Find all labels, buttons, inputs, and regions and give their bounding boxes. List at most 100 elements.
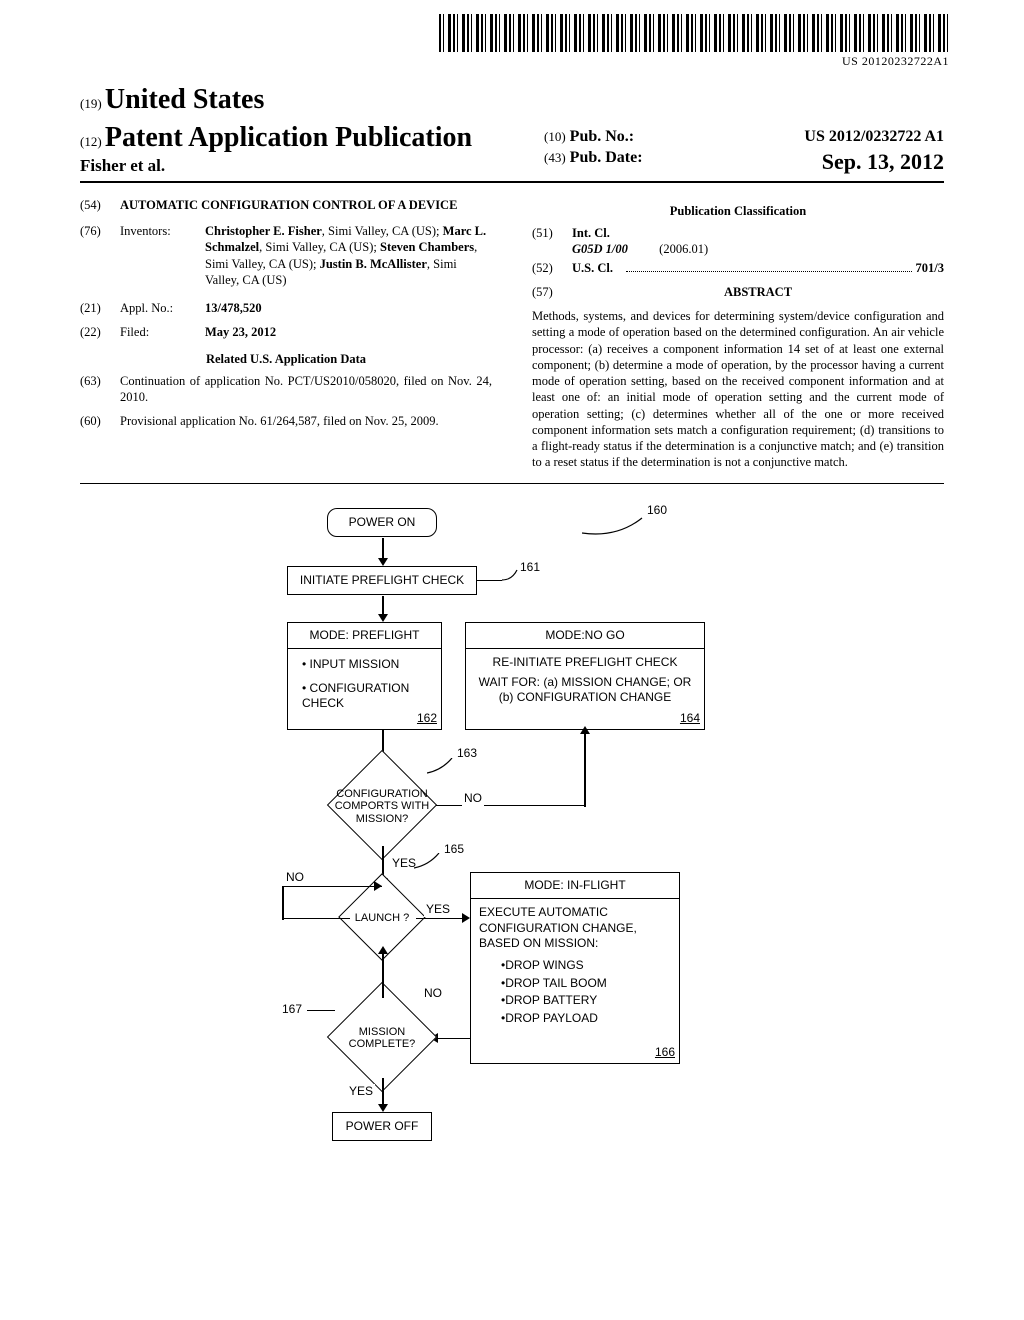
filed-label: Filed: (120, 324, 205, 340)
yes-label-2: YES (424, 902, 452, 918)
ref-167: 167 (282, 1002, 302, 1018)
cont-code: (63) (80, 373, 120, 406)
inventor-1: Christopher E. Fisher (205, 224, 322, 238)
applno-label: Appl. No.: (120, 300, 205, 316)
leader-161-curve (502, 568, 522, 588)
prov-text: Provisional application No. 61/264,587, … (120, 413, 492, 429)
arrow-launch-no (374, 881, 382, 891)
leader-167-line (307, 1010, 335, 1012)
leader-161 (477, 580, 502, 582)
arrow-no-up (580, 726, 590, 734)
nogo-title: MODE:NO GO (466, 623, 704, 650)
ref-163: 163 (457, 746, 477, 762)
conn-launch-no-v (282, 886, 284, 920)
prov-code: (60) (80, 413, 120, 429)
intcl-label: Int. Cl. (572, 226, 610, 240)
abstract-header-row: (57) ABSTRACT (532, 284, 944, 300)
inventors-list: Christopher E. Fisher , Simi Valley, CA (… (205, 223, 492, 288)
cont-text: Continuation of application No. PCT/US20… (120, 373, 492, 406)
conn-no-up (584, 730, 586, 807)
pubdate-left: (43) Pub. Date: (544, 148, 643, 177)
decision-mission-label: MISSION COMPLETE? (327, 1026, 437, 1051)
node-mode-inflight: MODE: IN-FLIGHT EXECUTE AUTOMATIC CONFIG… (470, 872, 680, 1064)
page-content: (19) United States (12) Patent Applicati… (0, 0, 1024, 1228)
title-row: (54) AUTOMATIC CONFIGURATION CONTROL OF … (80, 197, 492, 213)
uscl-row: (52) U.S. Cl. 701/3 (532, 260, 944, 276)
abstract-label: ABSTRACT (572, 284, 944, 300)
node-mode-preflight: MODE: PREFLIGHT • INPUT MISSION • CONFIG… (287, 622, 442, 730)
inflight-b2: •DROP TAIL BOOM (471, 974, 679, 992)
pub-type-line: (12) Patent Application Publication (80, 120, 472, 156)
intcl-code: (51) (532, 225, 572, 258)
conn-launch-no-h2 (282, 886, 382, 888)
ref-166: 166 (655, 1045, 675, 1061)
right-column: Publication Classification (51) Int. Cl.… (532, 197, 944, 471)
applno-row: (21) Appl. No.: 13/478,520 (80, 300, 492, 316)
yes-label-3: YES (347, 1084, 375, 1100)
pub-right: (10) Pub. No.: US 2012/0232722 A1 (43) P… (544, 127, 944, 176)
arrow-1 (378, 558, 388, 566)
pub-left: (12) Patent Application Publication Fish… (80, 120, 472, 176)
provisional-row: (60) Provisional application No. 61/264,… (80, 413, 492, 429)
inventor-3: Steven Chambers (380, 240, 474, 254)
left-column: (54) AUTOMATIC CONFIGURATION CONTROL OF … (80, 197, 492, 471)
pubno-row: (10) Pub. No.: US 2012/0232722 A1 (544, 127, 944, 148)
related-data-title: Related U.S. Application Data (80, 351, 492, 367)
no-label-2: NO (284, 870, 306, 886)
intcl-class: G05D 1/00 (572, 242, 628, 256)
leader-163 (427, 758, 457, 778)
initiate-label: INITIATE PREFLIGHT CHECK (300, 573, 464, 587)
power-on-label: POWER ON (349, 515, 416, 529)
nogo-l1: RE-INITIATE PREFLIGHT CHECK (466, 649, 704, 673)
inventors-row: (76) Inventors: Christopher E. Fisher , S… (80, 223, 492, 288)
intcl-row: (51) Int. Cl. G05D 1/00 (2006.01) (532, 225, 944, 258)
bibliographic-columns: (54) AUTOMATIC CONFIGURATION CONTROL OF … (80, 197, 944, 484)
country-name: United States (105, 84, 264, 115)
applno: 13/478,520 (205, 300, 492, 316)
node-power-on: POWER ON (327, 508, 437, 538)
country-line: (19) United States (80, 82, 944, 118)
ref-165: 165 (444, 842, 464, 858)
conn-mission-no (382, 950, 384, 998)
publication-row: (12) Patent Application Publication Fish… (80, 120, 944, 182)
arrow-launch-yes (462, 913, 470, 923)
pubdate-row: (43) Pub. Date: Sep. 13, 2012 (544, 148, 944, 177)
authors: Fisher et al. (80, 155, 472, 177)
country-code: (19) (80, 96, 102, 111)
inflight-b3: •DROP BATTERY (471, 991, 679, 1009)
invention-title: AUTOMATIC CONFIGURATION CONTROL OF A DEV… (120, 197, 492, 213)
uscl-label: U.S. Cl. (572, 260, 622, 276)
barcode-graphic (439, 14, 949, 52)
barcode-block: US 20120232722A1 (439, 14, 949, 70)
conn-mission-yes (382, 1078, 384, 1106)
conn-2 (382, 596, 384, 616)
abstract-text: Methods, systems, and devices for determ… (532, 308, 944, 471)
inflight-l1: EXECUTE AUTOMATIC CONFIGURATION CHANGE, … (471, 899, 679, 956)
intcl-content: Int. Cl. G05D 1/00 (2006.01) (572, 225, 944, 258)
ref-164: 164 (680, 711, 700, 727)
arrow-mission-no (378, 946, 388, 954)
inventors-label: Inventors: (120, 223, 205, 288)
uscl-val: 701/3 (916, 260, 944, 276)
uscl-dotted-leader (626, 271, 912, 272)
intcl-date: (2006.01) (659, 242, 708, 256)
decision-mission: MISSION COMPLETE? (327, 998, 437, 1078)
pubdate-label: Pub. Date: (570, 149, 643, 166)
inflight-title: MODE: IN-FLIGHT (471, 873, 679, 900)
filed-row: (22) Filed: May 23, 2012 (80, 324, 492, 340)
inventors-code: (76) (80, 223, 120, 288)
conn-no (436, 805, 584, 807)
pubdate: Sep. 13, 2012 (822, 148, 944, 177)
inflight-b4: •DROP PAYLOAD (471, 1009, 679, 1027)
pub-code: (12) (80, 134, 102, 149)
abstract-code: (57) (532, 284, 572, 300)
inv2-loc: , Simi Valley, CA (US); (259, 240, 380, 254)
applno-code: (21) (80, 300, 120, 316)
node-power-off: POWER OFF (332, 1112, 432, 1142)
node-mode-nogo: MODE:NO GO RE-INITIATE PREFLIGHT CHECK W… (465, 622, 705, 730)
header: (19) United States (12) Patent Applicati… (80, 82, 944, 183)
no-label-3: NO (422, 986, 444, 1002)
pubno: US 2012/0232722 A1 (804, 127, 944, 148)
inventor-4: Justin B. McAllister (320, 257, 427, 271)
pubno-left: (10) Pub. No.: (544, 127, 634, 148)
